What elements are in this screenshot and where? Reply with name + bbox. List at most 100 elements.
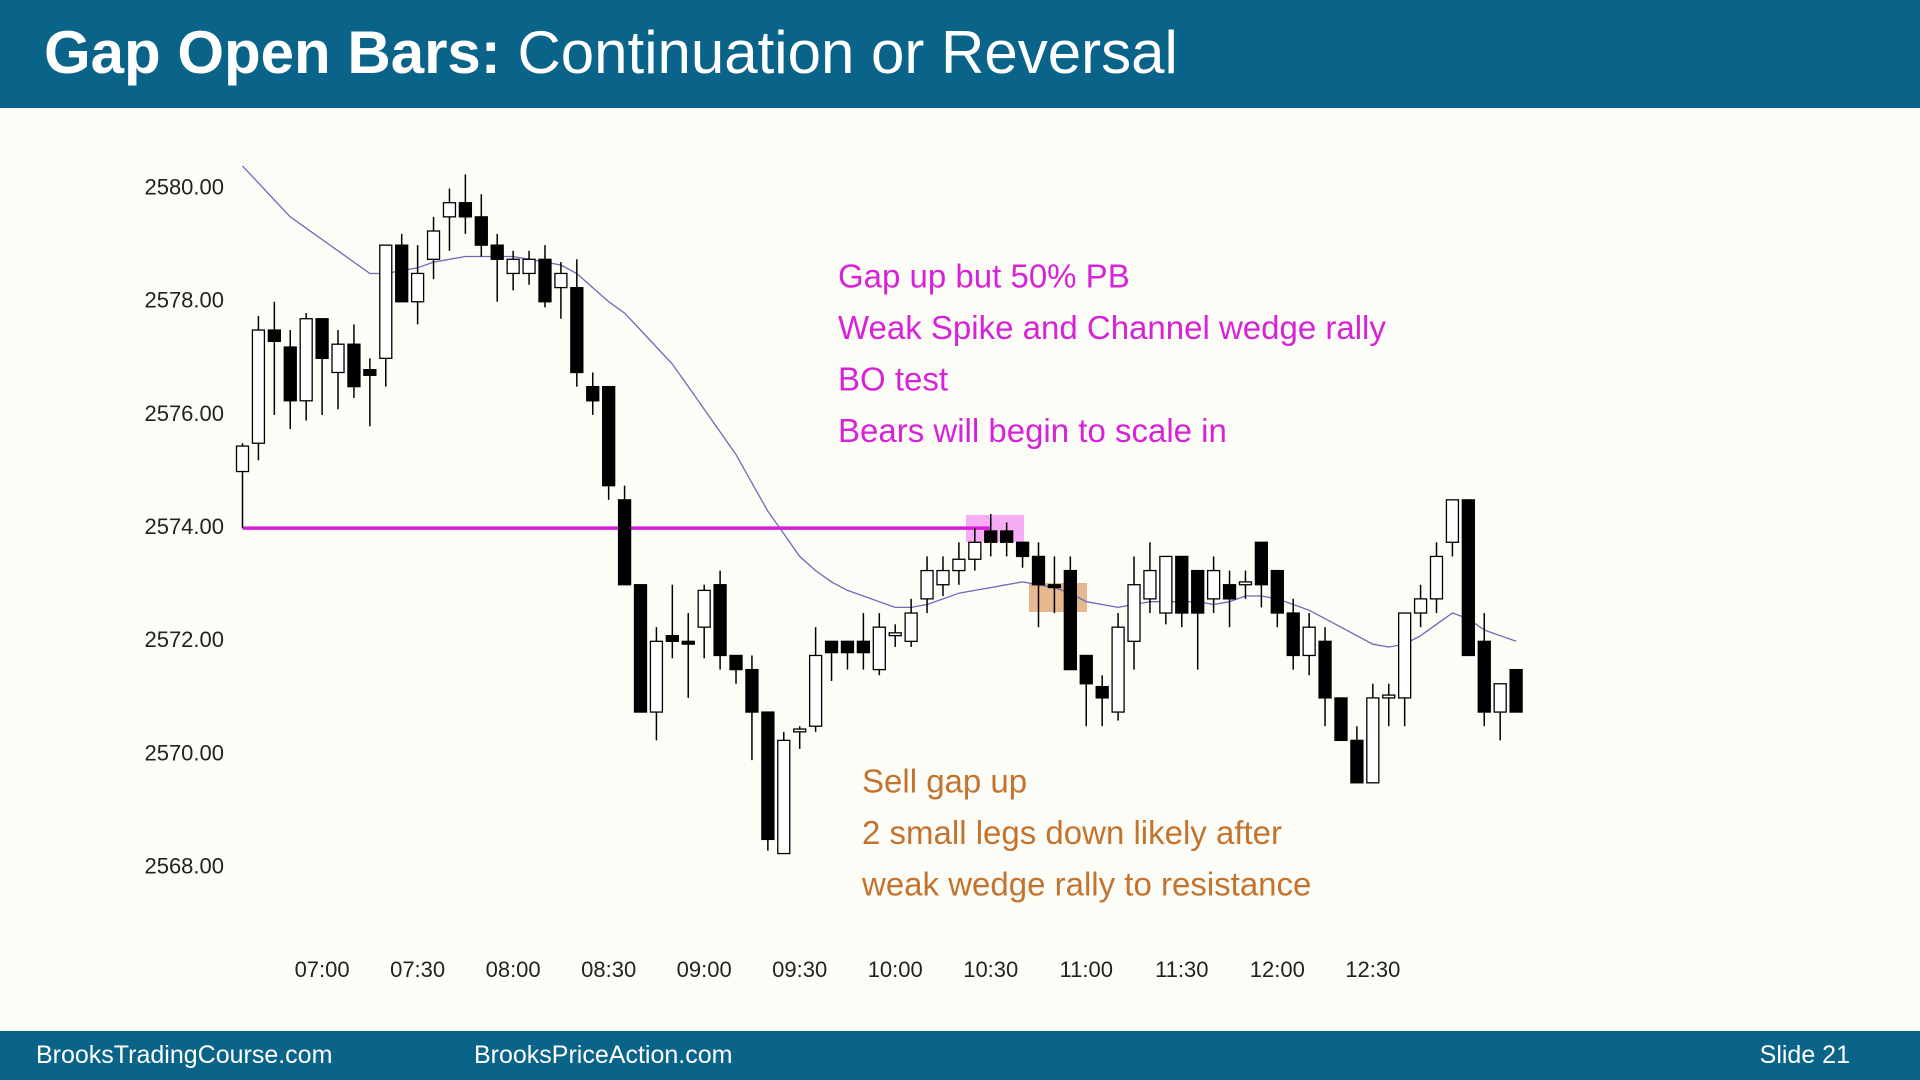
candle-body: [968, 541, 982, 560]
candle-body: [713, 584, 727, 657]
candle-body: [474, 216, 488, 246]
x-tick-label: 07:00: [295, 957, 350, 982]
x-tick-label: 08:30: [581, 957, 636, 982]
footer-right: Slide 21: [1759, 1041, 1850, 1069]
candle-body: [1159, 555, 1173, 614]
x-tick-label: 11:00: [1060, 957, 1113, 982]
candle-body: [1095, 685, 1109, 699]
candle-body: [1382, 694, 1396, 699]
candle-body: [729, 654, 743, 671]
candle-body: [1254, 541, 1269, 586]
candle-body: [1127, 584, 1141, 642]
candle-body: [602, 385, 616, 487]
candle-body: [904, 612, 918, 642]
candle-body: [1509, 668, 1523, 713]
candle-body: [681, 640, 695, 645]
y-tick-label: 2580.00: [144, 174, 224, 199]
y-tick-label: 2568.00: [144, 854, 224, 879]
candle-body: [697, 589, 711, 628]
candle-body: [570, 286, 584, 374]
candle-body: [1143, 569, 1157, 600]
candle-body: [1111, 626, 1125, 713]
x-tick-label: 11:30: [1155, 957, 1208, 982]
candle-body: [1350, 739, 1364, 784]
footer-middle: BrooksPriceAction.com: [474, 1041, 733, 1069]
annotation: BO test: [838, 361, 948, 398]
candle-body: [1477, 640, 1491, 713]
candle-body: [777, 739, 791, 855]
candle-body: [522, 258, 536, 275]
annotation: Gap up but 50% PB: [838, 258, 1130, 295]
candle-body: [617, 499, 632, 586]
candle-body: [1079, 654, 1093, 685]
candle-body: [1238, 581, 1253, 586]
y-tick-label: 2574.00: [144, 514, 224, 539]
annotation: weak wedge rally to resistance: [861, 866, 1311, 903]
x-tick-label: 07:30: [390, 957, 445, 982]
candle-body: [410, 272, 425, 303]
candle-body: [952, 558, 966, 572]
candle-body: [808, 654, 823, 727]
y-tick-label: 2578.00: [144, 288, 224, 313]
candle-body: [1191, 569, 1205, 614]
footer-left: BrooksTradingCourse.com: [36, 1041, 333, 1069]
y-tick-label: 2572.00: [144, 627, 224, 652]
candle-body: [920, 569, 934, 600]
candle-body: [458, 202, 473, 218]
candle-body: [1286, 612, 1300, 657]
candle-body: [490, 244, 504, 260]
candle-body: [251, 329, 266, 444]
candle-body: [299, 318, 313, 402]
candle-body: [1398, 612, 1412, 699]
candle-body: [872, 626, 886, 671]
candle-body: [1445, 499, 1460, 543]
candle-body: [1206, 569, 1221, 600]
candle-body: [1000, 530, 1014, 543]
candle-body: [1222, 584, 1237, 600]
candle-body: [586, 385, 600, 402]
candle-body: [793, 728, 807, 733]
candle-body: [331, 343, 345, 374]
y-tick-label: 2570.00: [144, 740, 224, 765]
y-tick-label: 2576.00: [144, 401, 224, 426]
candle-body: [1063, 569, 1077, 671]
x-tick-label: 09:00: [677, 957, 732, 982]
annotation: 2 small legs down likely after: [862, 814, 1282, 851]
candle-body: [633, 584, 648, 713]
candle-body: [1031, 555, 1046, 586]
candle-body: [1302, 626, 1316, 657]
x-tick-label: 08:00: [486, 957, 541, 982]
candle-body: [1429, 555, 1444, 600]
candle-body: [984, 530, 998, 543]
candle-body: [1047, 584, 1062, 589]
title: Gap Open Bars: Continuation or Reversal: [44, 18, 1178, 87]
moving-average: [242, 165, 1517, 648]
candle-body: [1318, 640, 1332, 699]
candle-body: [235, 445, 250, 473]
x-tick-label: 10:00: [868, 957, 923, 982]
candle-body: [824, 640, 839, 654]
candle-body: [379, 244, 393, 359]
header: Gap Open Bars: Continuation or Reversal: [0, 0, 1920, 108]
candle-body: [1334, 697, 1348, 742]
candle-body: [1270, 569, 1284, 614]
candle-body: [888, 632, 902, 637]
x-tick-label: 09:30: [772, 957, 827, 982]
candle-body: [1493, 683, 1507, 713]
annotation: Bears will begin to scale in: [838, 412, 1227, 449]
candle-body: [761, 711, 775, 841]
candle-body: [649, 640, 664, 713]
chart: 2568.00 2570.00 2572.00 2574.00 2576.00 2578.…: [144, 165, 1523, 982]
candle-body: [1175, 555, 1189, 614]
candle-body: [665, 635, 679, 642]
candle-body: [840, 640, 855, 654]
x-tick-label: 12:30: [1345, 957, 1400, 982]
candle-body: [1015, 541, 1030, 558]
candle-body: [856, 640, 871, 654]
candle-body: [395, 244, 409, 303]
candle-body: [315, 318, 329, 359]
annotation: Weak Spike and Channel wedge rally: [838, 309, 1386, 346]
candle-body: [363, 369, 377, 376]
candle-body: [538, 258, 552, 303]
